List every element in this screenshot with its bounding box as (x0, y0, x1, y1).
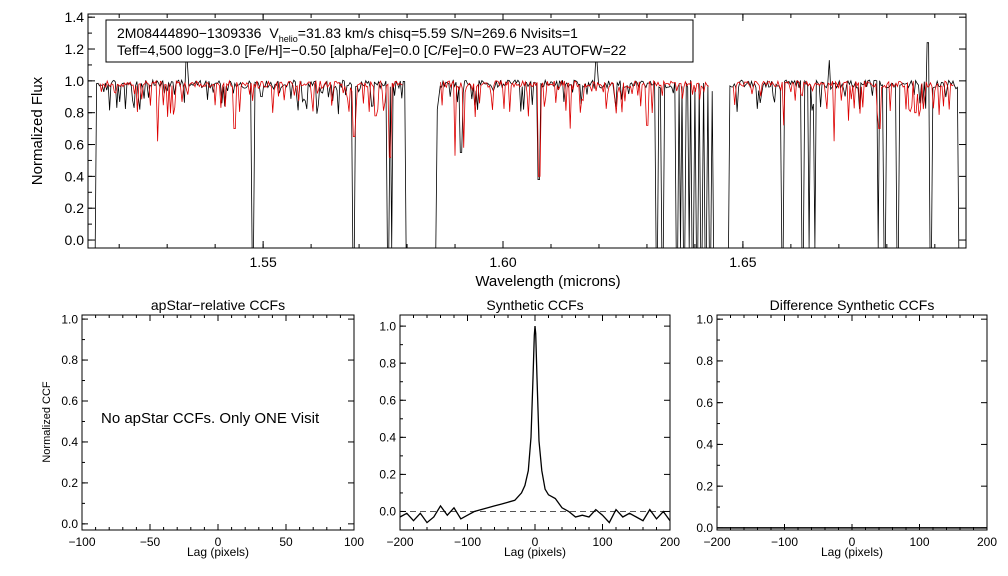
x-tick-label: −200 (703, 535, 730, 549)
spectrum-panel: 1.55 1.60 1.65 0.0 0.2 0.4 0.6 0.8 1.0 1.2 1.4 Wav… (29, 9, 967, 290)
y-tick-label: 0.4 (379, 431, 396, 445)
difference-ccf-title: Difference Synthetic CCFs (770, 297, 935, 313)
apstar-ccf-x-axis-label: Lag (pixels) (187, 545, 249, 559)
y-tick-label: 0.8 (65, 105, 85, 121)
y-tick-label: 0.2 (696, 479, 713, 493)
x-tick-label: 100 (344, 535, 364, 549)
y-tick-label: 0.0 (379, 505, 396, 519)
x-tick-label: 0 (215, 535, 222, 549)
apstar-ccf-panel: −100 −50 0 50 100 0.0 0.2 0.4 0.6 0.8 1.0 apStar−r… (41, 297, 364, 559)
x-tick-label: 200 (660, 535, 680, 549)
synthetic-ccf-x-axis-label: Lag (pixels) (504, 545, 566, 559)
annotation-velocity-symbol: V (269, 25, 279, 41)
y-tick-label: 0.2 (379, 468, 396, 482)
y-tick-label: 1.4 (65, 9, 85, 25)
synthetic-ccf-panel: −200 −100 0 100 200 0.0 0.2 0.4 0.6 0.8 1.0 Synthe… (379, 297, 680, 559)
y-tick-label: 1.0 (696, 312, 713, 326)
spectrum-plot-frame (87, 13, 967, 249)
difference-ccf-panel: −200 −100 0 100 200 0.0 0.2 0.4 0.6 0.8 1.0 Differ… (696, 297, 997, 559)
x-tick-label: −100 (454, 535, 481, 549)
observed-flux-line (94, 42, 960, 249)
annotation-velocity-subscript: helio (279, 34, 298, 44)
no-ccf-message: No apStar CCFs. Only ONE Visit (101, 410, 320, 427)
y-tick-label: 0.8 (61, 353, 78, 367)
y-tick-label: 0.0 (65, 232, 85, 248)
y-tick-label: 1.0 (61, 312, 78, 326)
model-flux-line (99, 79, 954, 177)
x-tick-label: −200 (386, 535, 413, 549)
x-tick-label: 0 (532, 535, 539, 549)
spectrum-x-axis-label: Wavelength (microns) (475, 273, 620, 290)
y-tick-label: 0.6 (65, 136, 85, 152)
x-tick-label: 1.65 (729, 254, 756, 270)
model-flux-series (99, 79, 954, 177)
y-tick-label: 0.4 (696, 438, 713, 452)
synthetic-ccf-ticks: −200 −100 0 100 200 0.0 0.2 0.4 0.6 0.8 1.0 (379, 315, 680, 549)
x-tick-label: 1.60 (489, 254, 516, 270)
y-tick-label: 0.6 (696, 396, 713, 410)
apstar-ccf-title: apStar−relative CCFs (151, 297, 285, 313)
y-tick-label: 1.2 (65, 41, 85, 57)
y-tick-label: 0.0 (696, 521, 713, 535)
x-tick-label: −100 (68, 535, 95, 549)
x-tick-label: −50 (140, 535, 161, 549)
annotation-line-2: Teff=4,500 logg=3.0 [Fe/H]=−0.50 [alpha/… (117, 42, 626, 58)
synthetic-ccf-series (399, 326, 671, 524)
annotation-star-id: 2M08444890−1309336 (117, 25, 262, 41)
x-tick-label: 0 (849, 535, 856, 549)
annotation-box (105, 19, 694, 63)
y-tick-label: 1.0 (65, 73, 85, 89)
y-tick-label: 0.0 (61, 517, 78, 531)
annotation-line-1: 2M08444890−1309336 Vhelio=31.83 km/s chis… (117, 25, 578, 44)
y-tick-label: 0.8 (696, 354, 713, 368)
annotation-fit-stats: =31.83 km/s chisq=5.59 S/N=269.6 Nvisits… (298, 25, 578, 41)
difference-ccf-frame (716, 314, 988, 531)
y-tick-label: 0.6 (379, 393, 396, 407)
x-tick-label: 50 (279, 535, 293, 549)
y-tick-label: 0.4 (61, 435, 78, 449)
y-tick-label: 0.2 (65, 200, 85, 216)
x-tick-label: 100 (592, 535, 612, 549)
observed-flux-series (94, 42, 960, 249)
synthetic-ccf-line (399, 326, 671, 524)
x-tick-label: 1.55 (249, 254, 276, 270)
synthetic-ccf-title: Synthetic CCFs (486, 297, 583, 313)
difference-ccf-x-axis-label: Lag (pixels) (821, 545, 883, 559)
spectrum-ticks: 1.55 1.60 1.65 0.0 0.2 0.4 0.6 0.8 1.0 1.2 1.4 (65, 9, 966, 270)
x-tick-label: −100 (771, 535, 798, 549)
y-tick-label: 0.4 (65, 168, 85, 184)
x-tick-label: 100 (909, 535, 929, 549)
y-tick-label: 0.6 (61, 394, 78, 408)
synthetic-ccf-frame (399, 314, 671, 531)
x-tick-label: 200 (977, 535, 997, 549)
y-tick-label: 0.2 (61, 476, 78, 490)
spectrum-y-axis-label: Normalized Flux (29, 76, 46, 185)
y-tick-label: 1.0 (379, 319, 396, 333)
y-tick-label: 0.8 (379, 356, 396, 370)
apstar-ccf-ticks: −100 −50 0 50 100 0.0 0.2 0.4 0.6 0.8 1.0 (61, 312, 364, 549)
apstar-ccf-y-axis-label: Normalized CCF (41, 381, 53, 463)
difference-ccf-ticks: −200 −100 0 100 200 0.0 0.2 0.4 0.6 0.8 1.0 (696, 312, 997, 549)
